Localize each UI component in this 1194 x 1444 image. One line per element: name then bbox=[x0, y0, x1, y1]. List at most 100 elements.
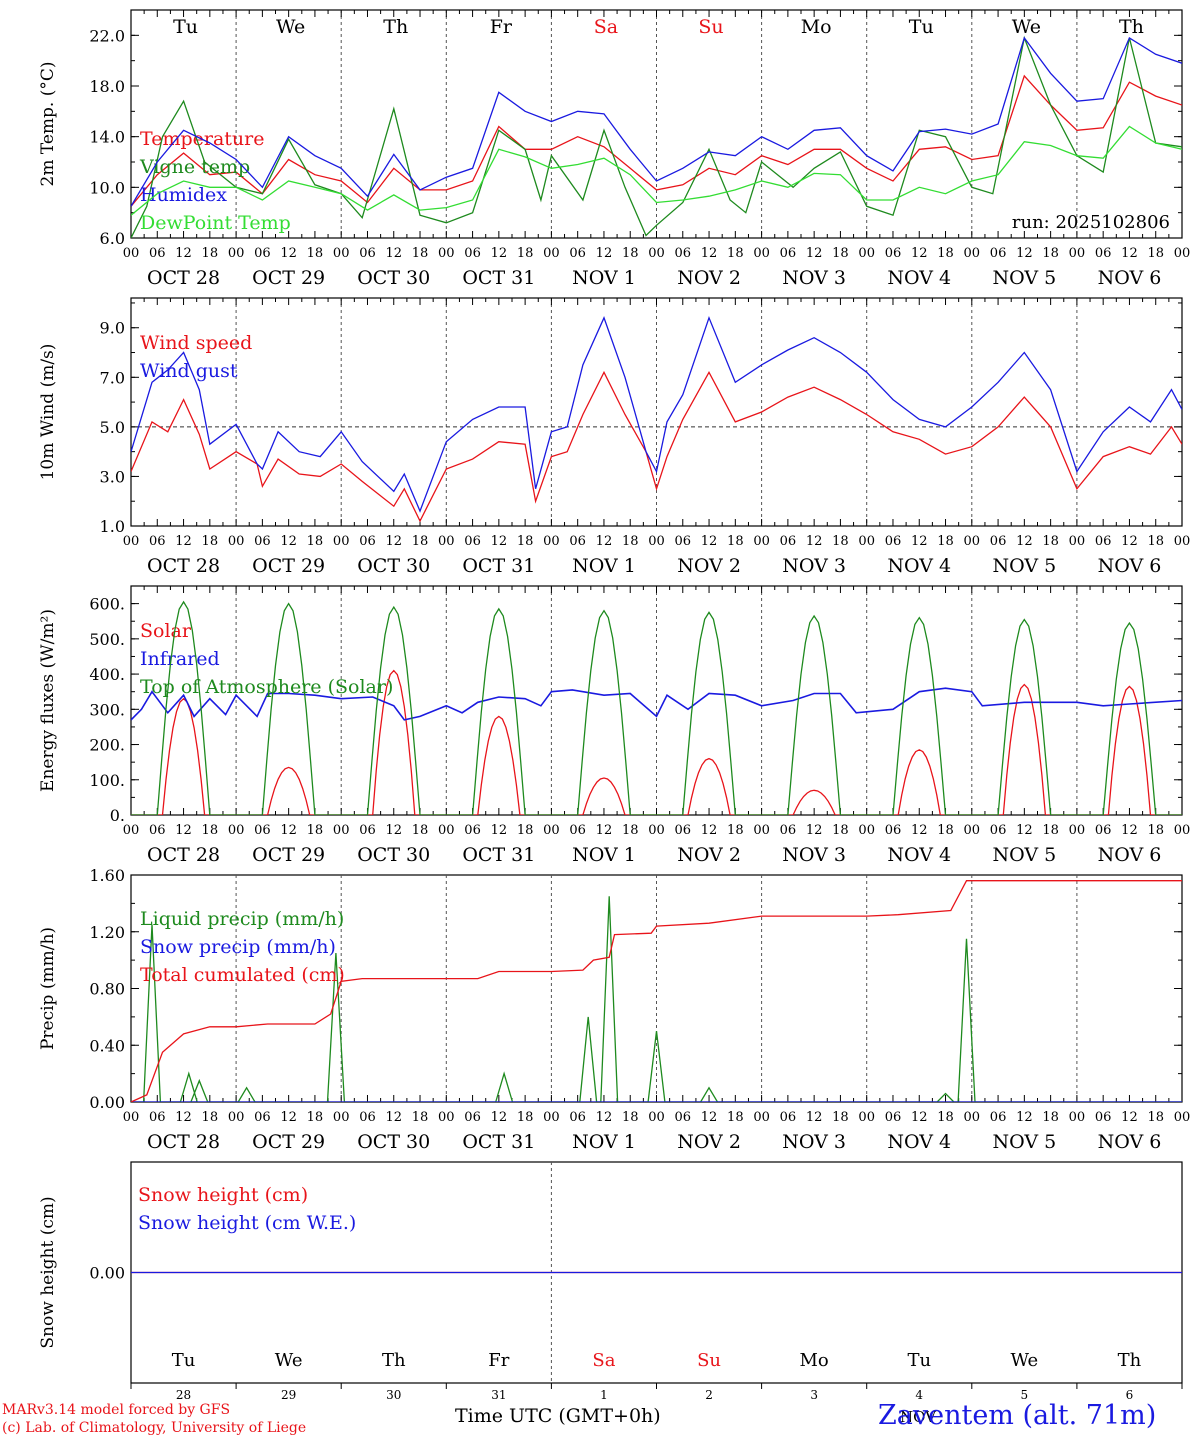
day-number-label: 31 bbox=[491, 1388, 506, 1402]
y-tick-label: 500. bbox=[89, 630, 125, 649]
hour-label: 12 bbox=[491, 1110, 508, 1125]
hour-label: 18 bbox=[937, 246, 954, 261]
date-label: NOV 5 bbox=[992, 844, 1056, 866]
series-dewpoint-temp bbox=[131, 125, 1182, 216]
day-of-week-label: Su bbox=[697, 1350, 721, 1371]
date-label: NOV 3 bbox=[782, 844, 846, 866]
hour-label: 18 bbox=[1042, 534, 1059, 549]
hour-label: 06 bbox=[464, 823, 481, 838]
panel-1: 6.010.014.018.022.02m Temp. (°C) Temperat… bbox=[38, 9, 1191, 289]
hour-label: 00 bbox=[123, 246, 140, 261]
y-tick-label: 14.0 bbox=[89, 128, 125, 147]
hour-label: 12 bbox=[175, 1110, 192, 1125]
date-label: NOV 4 bbox=[887, 844, 951, 866]
hour-label: 06 bbox=[569, 823, 586, 838]
legend-entry: Infrared bbox=[140, 648, 220, 670]
day-of-week-label: Fr bbox=[488, 1350, 509, 1371]
date-label: NOV 3 bbox=[782, 267, 846, 289]
date-label: NOV 2 bbox=[677, 555, 741, 577]
hour-label: 00 bbox=[1174, 534, 1191, 549]
hour-label: 12 bbox=[280, 246, 297, 261]
hour-label: 06 bbox=[359, 823, 376, 838]
hour-label: 12 bbox=[1121, 1110, 1138, 1125]
hour-label: 12 bbox=[701, 534, 718, 549]
hour-label: 00 bbox=[1069, 823, 1086, 838]
series-vigne-temp bbox=[131, 35, 1182, 238]
hour-label: 18 bbox=[937, 534, 954, 549]
hour-label: 00 bbox=[438, 246, 455, 261]
y-tick-label: 1.20 bbox=[89, 923, 125, 942]
hour-label: 00 bbox=[964, 534, 981, 549]
date-label: OCT 31 bbox=[462, 844, 535, 866]
hour-label: 06 bbox=[990, 823, 1007, 838]
hour-label: 18 bbox=[307, 246, 324, 261]
date-label: NOV 1 bbox=[572, 555, 636, 577]
hour-label: 12 bbox=[806, 823, 823, 838]
date-label: NOV 5 bbox=[992, 555, 1056, 577]
date-label: NOV 6 bbox=[1098, 1131, 1162, 1153]
hour-label: 00 bbox=[543, 534, 560, 549]
hour-label: 12 bbox=[491, 246, 508, 261]
hour-label: 00 bbox=[543, 823, 560, 838]
hour-label: 00 bbox=[228, 1110, 245, 1125]
hour-label: 00 bbox=[543, 1110, 560, 1125]
y-tick-label: 18.0 bbox=[89, 77, 125, 96]
date-label: OCT 29 bbox=[252, 1131, 325, 1153]
hour-label: 06 bbox=[885, 1110, 902, 1125]
hour-label: 12 bbox=[175, 823, 192, 838]
legend-entry: Wind gust bbox=[140, 360, 238, 382]
hour-label: 06 bbox=[1095, 534, 1112, 549]
y-tick-label: 300. bbox=[89, 700, 125, 719]
hour-label: 00 bbox=[1174, 823, 1191, 838]
date-label: OCT 28 bbox=[147, 267, 220, 289]
hour-label: 06 bbox=[675, 823, 692, 838]
hour-label: 06 bbox=[885, 823, 902, 838]
hour-label: 12 bbox=[1121, 823, 1138, 838]
hour-label: 00 bbox=[648, 534, 665, 549]
hour-label: 06 bbox=[885, 246, 902, 261]
hour-label: 12 bbox=[701, 1110, 718, 1125]
hour-label: 06 bbox=[569, 534, 586, 549]
lab-credit: (c) Lab. of Climatology, University of L… bbox=[2, 1420, 307, 1436]
legend-entry: Snow height (cm W.E.) bbox=[138, 1212, 356, 1234]
day-of-week-label: We bbox=[275, 1350, 303, 1371]
hour-label: 00 bbox=[1174, 246, 1191, 261]
day-of-week-label: Tu bbox=[173, 16, 198, 38]
date-label: OCT 28 bbox=[147, 844, 220, 866]
day-of-week-label: Fr bbox=[490, 16, 513, 38]
hour-label: 06 bbox=[254, 823, 271, 838]
date-label: OCT 31 bbox=[462, 267, 535, 289]
hour-label: 00 bbox=[228, 823, 245, 838]
day-of-week-label: Tu bbox=[907, 1350, 931, 1371]
series-total-cumulated-cm bbox=[131, 880, 1182, 1102]
hour-label: 12 bbox=[911, 1110, 928, 1125]
hour-label: 06 bbox=[675, 246, 692, 261]
hour-label: 18 bbox=[727, 1110, 744, 1125]
hour-label: 06 bbox=[990, 1110, 1007, 1125]
day-of-week-label: Th bbox=[383, 16, 408, 38]
hour-label: 00 bbox=[648, 1110, 665, 1125]
hour-label: 06 bbox=[149, 246, 166, 261]
hour-label: 00 bbox=[438, 823, 455, 838]
legend-entry: Liquid precip (mm/h) bbox=[140, 908, 344, 930]
hour-label: 00 bbox=[228, 246, 245, 261]
y-tick-label: 1.60 bbox=[89, 866, 125, 885]
day-number-label: 6 bbox=[1126, 1388, 1134, 1402]
hour-label: 18 bbox=[517, 1110, 534, 1125]
hour-label: 12 bbox=[1121, 246, 1138, 261]
date-label: OCT 29 bbox=[252, 267, 325, 289]
hour-label: 00 bbox=[333, 534, 350, 549]
hour-label: 12 bbox=[491, 823, 508, 838]
hour-label: 06 bbox=[359, 534, 376, 549]
day-of-week-label: Tu bbox=[172, 1350, 196, 1371]
hour-label: 12 bbox=[491, 534, 508, 549]
hour-label: 06 bbox=[675, 1110, 692, 1125]
month-label: NOV bbox=[900, 1408, 937, 1426]
hour-label: 18 bbox=[832, 534, 849, 549]
day-of-week-label: Sa bbox=[592, 1350, 615, 1371]
y-axis-label: Precip (mm/h) bbox=[38, 927, 58, 1050]
y-tick-label: 0.00 bbox=[89, 1093, 125, 1112]
y-axis-label: Snow height (cm) bbox=[38, 1196, 58, 1348]
date-label: NOV 4 bbox=[887, 555, 951, 577]
y-tick-label: 3.0 bbox=[100, 467, 125, 486]
